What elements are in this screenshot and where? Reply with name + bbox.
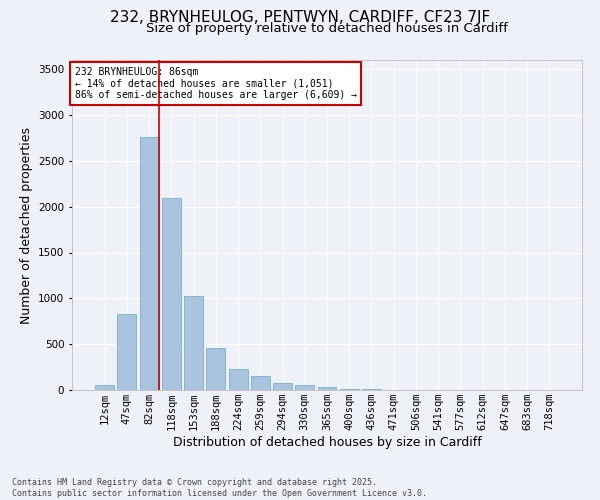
Bar xyxy=(317,387,337,390)
Title: Size of property relative to detached houses in Cardiff: Size of property relative to detached ho… xyxy=(146,22,508,35)
Bar xyxy=(229,369,248,390)
Bar xyxy=(273,382,292,390)
Text: 232, BRYNHEULOG, PENTWYN, CARDIFF, CF23 7JF: 232, BRYNHEULOG, PENTWYN, CARDIFF, CF23 … xyxy=(110,10,490,25)
X-axis label: Distribution of detached houses by size in Cardiff: Distribution of detached houses by size … xyxy=(173,436,481,449)
Bar xyxy=(118,314,136,390)
Bar xyxy=(206,348,225,390)
Bar xyxy=(140,137,158,390)
Bar xyxy=(340,388,359,390)
Text: 232 BRYNHEULOG: 86sqm
← 14% of detached houses are smaller (1,051)
86% of semi-d: 232 BRYNHEULOG: 86sqm ← 14% of detached … xyxy=(74,66,356,100)
Bar xyxy=(184,296,203,390)
Bar xyxy=(295,386,314,390)
Bar xyxy=(251,376,270,390)
Bar xyxy=(95,385,114,390)
Bar xyxy=(162,198,181,390)
Y-axis label: Number of detached properties: Number of detached properties xyxy=(20,126,32,324)
Text: Contains HM Land Registry data © Crown copyright and database right 2025.
Contai: Contains HM Land Registry data © Crown c… xyxy=(12,478,427,498)
